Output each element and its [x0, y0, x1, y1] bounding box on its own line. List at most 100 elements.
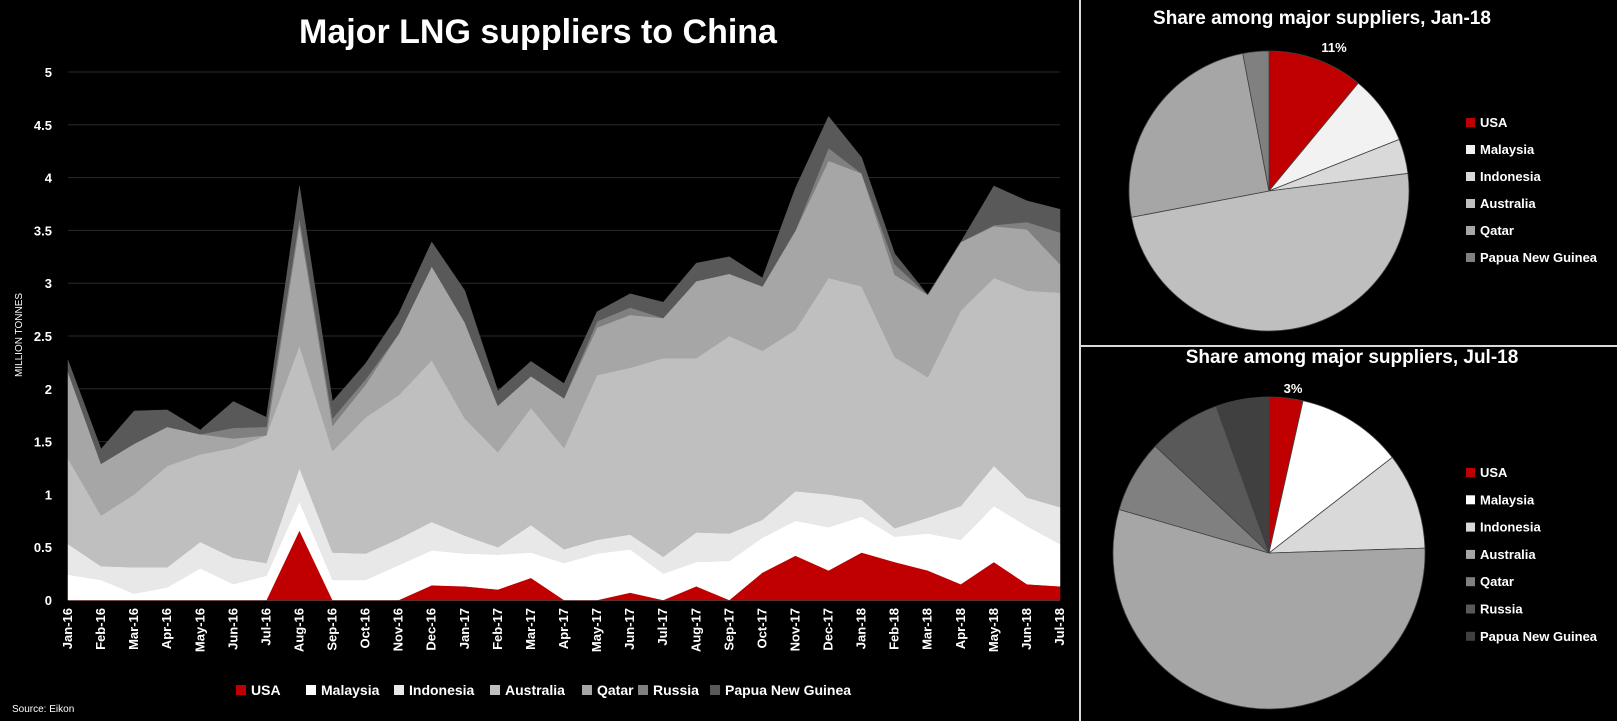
legend-label: Malaysia [1480, 492, 1535, 507]
pie-chart-jul-18: Share among major suppliers, Jul-18 3% U… [1112, 349, 1598, 710]
y-tick-label: 0 [45, 593, 52, 608]
legend-label: Australia [1480, 196, 1536, 211]
legend-item-malaysia: Malaysia [1466, 142, 1535, 157]
legend-item-papua-new-guinea: Papua New Guinea [1466, 250, 1598, 265]
x-tick-label: Jan-16 [60, 608, 75, 649]
x-tick-label: Mar-17 [523, 608, 538, 650]
legend-item-papua-new-guinea: Papua New Guinea [710, 682, 851, 698]
x-tick-label: Sep-17 [721, 608, 736, 651]
x-tick-label: Jun-16 [225, 608, 240, 650]
x-tick-label: Jan-17 [457, 608, 472, 649]
x-tick-label: Apr-16 [159, 608, 174, 649]
legend-item-usa: USA [236, 682, 281, 698]
chart-title: Major LNG suppliers to China [299, 13, 778, 51]
pie-slice-papua-new-guinea [1215, 396, 1270, 554]
pie-slice-australia [1112, 508, 1426, 710]
legend-swatch [394, 685, 404, 695]
legend-swatch [236, 685, 246, 695]
pie-slice-papua-new-guinea [1242, 50, 1270, 192]
x-tick-label: May-16 [192, 608, 207, 652]
legend-label: Indonesia [1480, 169, 1541, 184]
legend-swatch [1466, 468, 1475, 477]
legend-item-malaysia: Malaysia [1466, 492, 1535, 507]
x-tick-label: Feb-18 [887, 608, 902, 650]
x-tick-label: Nov-17 [787, 608, 802, 651]
legend-swatch [1466, 577, 1475, 587]
x-tick-label: Jul-17 [655, 608, 670, 646]
x-tick-label: Aug-17 [688, 608, 703, 652]
x-tick-label: Jan-18 [854, 608, 869, 649]
legend-label: Papua New Guinea [725, 682, 851, 698]
y-tick-label: 1 [45, 487, 52, 502]
legend-swatch [1466, 172, 1475, 181]
y-tick-label: 1.5 [34, 435, 52, 450]
y-tick-label: 2 [45, 382, 52, 397]
legend-swatch [1466, 253, 1475, 262]
legend-item-papua-new-guinea: Papua New Guinea [1466, 629, 1598, 644]
legend-item-malaysia: Malaysia [306, 682, 380, 698]
legend-item-usa: USA [1466, 115, 1508, 130]
y-tick-label: 4 [45, 171, 53, 186]
legend-label: Russia [653, 682, 699, 698]
legend-label: Papua New Guinea [1480, 629, 1598, 644]
x-tick-label: Apr-17 [556, 608, 571, 649]
y-tick-label: 5 [45, 65, 52, 80]
x-tick-label: Oct-17 [754, 608, 769, 648]
legend-swatch [710, 685, 720, 695]
legend-label: Indonesia [409, 682, 475, 698]
x-tick-label: Mar-18 [920, 608, 935, 650]
x-tick-label: Jul-18 [1052, 608, 1067, 646]
x-tick-label: Jul-16 [258, 608, 273, 646]
legend-label: Malaysia [321, 682, 380, 698]
legend-swatch [582, 685, 592, 695]
legend-swatch [638, 685, 648, 695]
y-tick-label: 2.5 [34, 329, 52, 344]
pie-slice-indonesia [1267, 456, 1426, 554]
legend-swatch [1466, 549, 1475, 559]
pie-slice-malaysia [1268, 400, 1393, 554]
pie-data-label: 3% [1284, 381, 1303, 396]
x-tick-label: Sep-16 [325, 608, 340, 651]
legend-swatch [1466, 522, 1475, 532]
pie-slice-usa [1268, 50, 1359, 193]
legend-label: Qatar [597, 682, 634, 698]
y-tick-label: 3.5 [34, 223, 52, 238]
legend-label: USA [1480, 115, 1508, 130]
y-tick-label: 0.5 [34, 540, 52, 555]
vertical-divider [1079, 0, 1081, 721]
legend-swatch [1466, 604, 1475, 614]
legend-item-qatar: Qatar [1466, 223, 1514, 238]
x-tick-label: Feb-17 [490, 608, 505, 650]
x-tick-label: Jun-18 [1019, 608, 1034, 650]
pie-data-label: 11% [1321, 40, 1347, 55]
legend-swatch [1466, 118, 1475, 127]
legend-item-russia: Russia [638, 682, 699, 698]
x-tick-label: Aug-16 [291, 608, 306, 652]
legend-swatch [306, 685, 316, 695]
pie-slice-qatar [1128, 53, 1270, 218]
legend-item-qatar: Qatar [582, 682, 634, 698]
legend-swatch [1466, 145, 1475, 154]
x-tick-label: Feb-16 [93, 608, 108, 650]
legend-item-russia: Russia [1466, 602, 1523, 617]
legend-swatch [1466, 631, 1475, 641]
x-tick-label: Oct-16 [358, 608, 373, 648]
stacked-area-chart: Major LNG suppliers to China 0 0.5 1 1.5 2 2.… [12, 13, 1067, 715]
legend-item-indonesia: Indonesia [1466, 520, 1541, 535]
legend-label: Qatar [1480, 574, 1514, 589]
y-tick-label: 4.5 [34, 118, 52, 133]
y-tick-label: 3 [45, 276, 52, 291]
legend-label: Australia [1480, 547, 1536, 562]
legend-item-indonesia: Indonesia [394, 682, 475, 698]
x-tick-label: Mar-16 [126, 608, 141, 650]
pie1-title: Share among major suppliers, Jan-18 [1153, 8, 1491, 29]
legend-swatch [1466, 495, 1475, 505]
legend-label: USA [251, 682, 281, 698]
legend-item-usa: USA [1466, 465, 1508, 480]
pie-slice-australia [1131, 173, 1410, 332]
area-series-papua-new-guinea [67, 115, 1061, 465]
legend-swatch [1466, 226, 1475, 235]
y-axis-label: MILLION TONNES [14, 293, 25, 377]
source-note: Source: Eikon [12, 704, 74, 715]
legend-label: Papua New Guinea [1480, 250, 1598, 265]
